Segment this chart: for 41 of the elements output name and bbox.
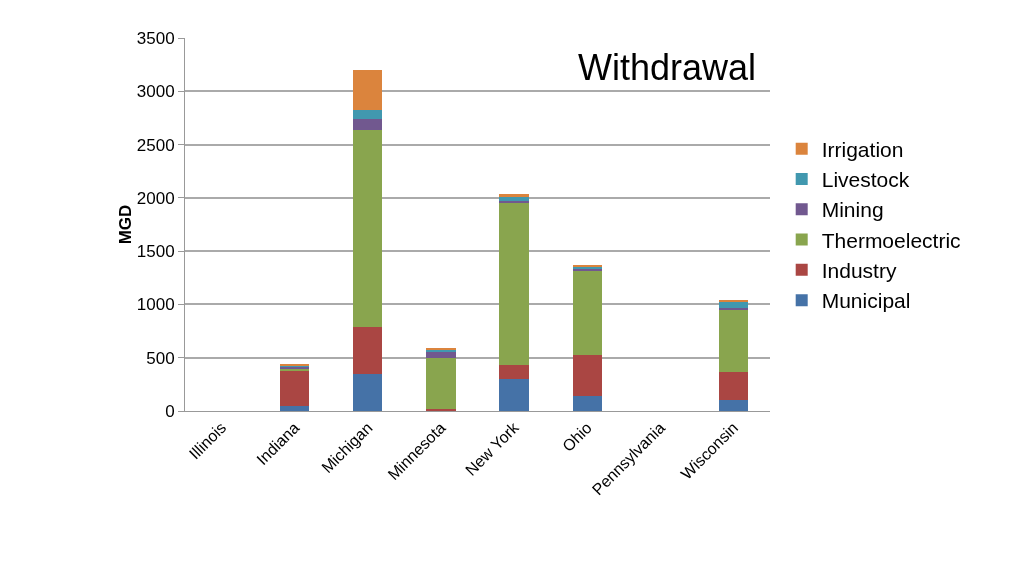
y-tick-label: 3000 [136,82,175,102]
bar [718,309,749,372]
bar [353,69,383,111]
bar [499,379,529,411]
bar [718,307,749,310]
bar [718,301,749,308]
x-tick-label: Ohio [559,418,596,455]
bar [426,351,456,358]
legend-label: Municipal [821,289,911,313]
y-tick-label: 500 [146,348,175,368]
legend-label: Irrigation [821,137,904,161]
bar [426,408,456,411]
bar [280,370,310,406]
bar [718,400,749,411]
legend-label: Livestock [821,168,910,192]
bar [353,110,383,119]
y-axis-title: MGD [115,204,135,245]
bar [718,371,749,401]
chart-title: Withdrawal [578,47,757,88]
bar [499,202,529,366]
y-tick-label: 3500 [136,28,175,48]
y-tick-label: 0 [165,401,175,421]
y-tick-label: 1500 [136,242,175,262]
legend-label: Mining [821,198,884,222]
bar [499,196,529,202]
bar [572,271,602,355]
legend-label: Industry [821,259,897,283]
bar [353,129,383,327]
legend-label: Thermoelectric [821,228,961,252]
bar [353,373,383,411]
bar [572,354,602,397]
bar [499,365,529,380]
bar [353,326,383,374]
bar [426,357,456,409]
bar [572,396,602,411]
bar [499,193,529,197]
y-tick-label: 1000 [136,295,175,315]
bar [280,405,310,411]
y-tick-label: 2000 [136,188,175,208]
bar [353,118,383,130]
y-tick-label: 2500 [136,135,175,155]
